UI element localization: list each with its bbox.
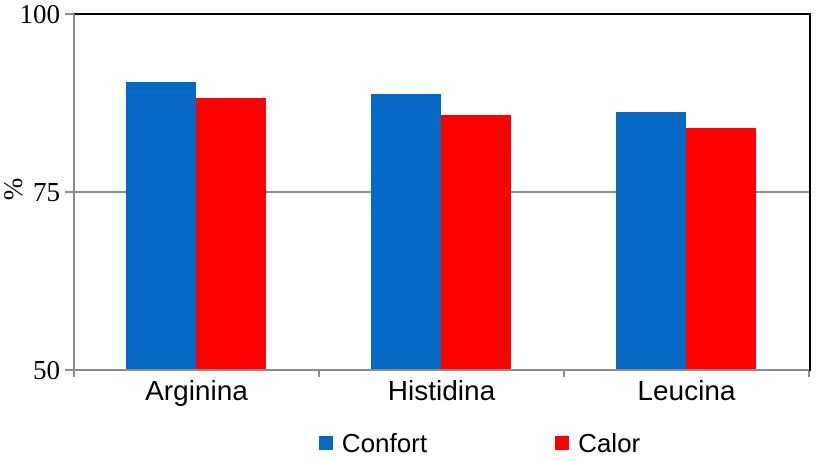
legend-label: Confort bbox=[341, 428, 428, 458]
x-axis-line bbox=[73, 369, 809, 371]
x-tick-mark bbox=[808, 370, 810, 377]
bar-group-arginina bbox=[74, 14, 319, 370]
y-axis-line bbox=[73, 14, 75, 371]
plot-wrap: 100 75 50 bbox=[20, 0, 811, 385]
plot-border-top bbox=[74, 13, 811, 15]
plot-border-right bbox=[809, 13, 811, 371]
legend-item-calor: Calor bbox=[555, 430, 640, 456]
legend-item-confort: Confort bbox=[318, 428, 428, 458]
bar-calor-arginina bbox=[196, 98, 267, 370]
legend-swatch bbox=[318, 436, 333, 450]
bar-calor-histidina bbox=[441, 115, 512, 370]
x-tick-mark bbox=[562, 370, 565, 377]
bar-confort-histidina bbox=[371, 93, 442, 370]
category-label: Arginina bbox=[145, 375, 248, 406]
category-label: Histidina bbox=[387, 375, 496, 406]
legend: Confort Calor bbox=[112, 430, 820, 456]
legend-swatch bbox=[555, 436, 570, 450]
plot-area bbox=[74, 14, 809, 370]
legend-label: Calor bbox=[578, 428, 641, 458]
category-label: Leucina bbox=[637, 375, 736, 406]
bar-group-histidina bbox=[319, 14, 564, 370]
bar-confort-arginina bbox=[126, 81, 197, 370]
x-axis-labels: Arginina Histidina Leucina bbox=[74, 375, 809, 407]
y-tick-label: 50 bbox=[33, 355, 60, 385]
y-axis-title: % bbox=[0, 177, 28, 201]
bar-confort-leucina bbox=[616, 112, 687, 370]
bar-calor-leucina bbox=[686, 127, 757, 370]
x-tick-mark bbox=[73, 370, 75, 377]
x-axis bbox=[73, 370, 810, 378]
bar-group-leucina bbox=[564, 14, 809, 370]
x-tick-mark bbox=[317, 370, 320, 377]
y-tick-label: 100 bbox=[19, 0, 61, 29]
